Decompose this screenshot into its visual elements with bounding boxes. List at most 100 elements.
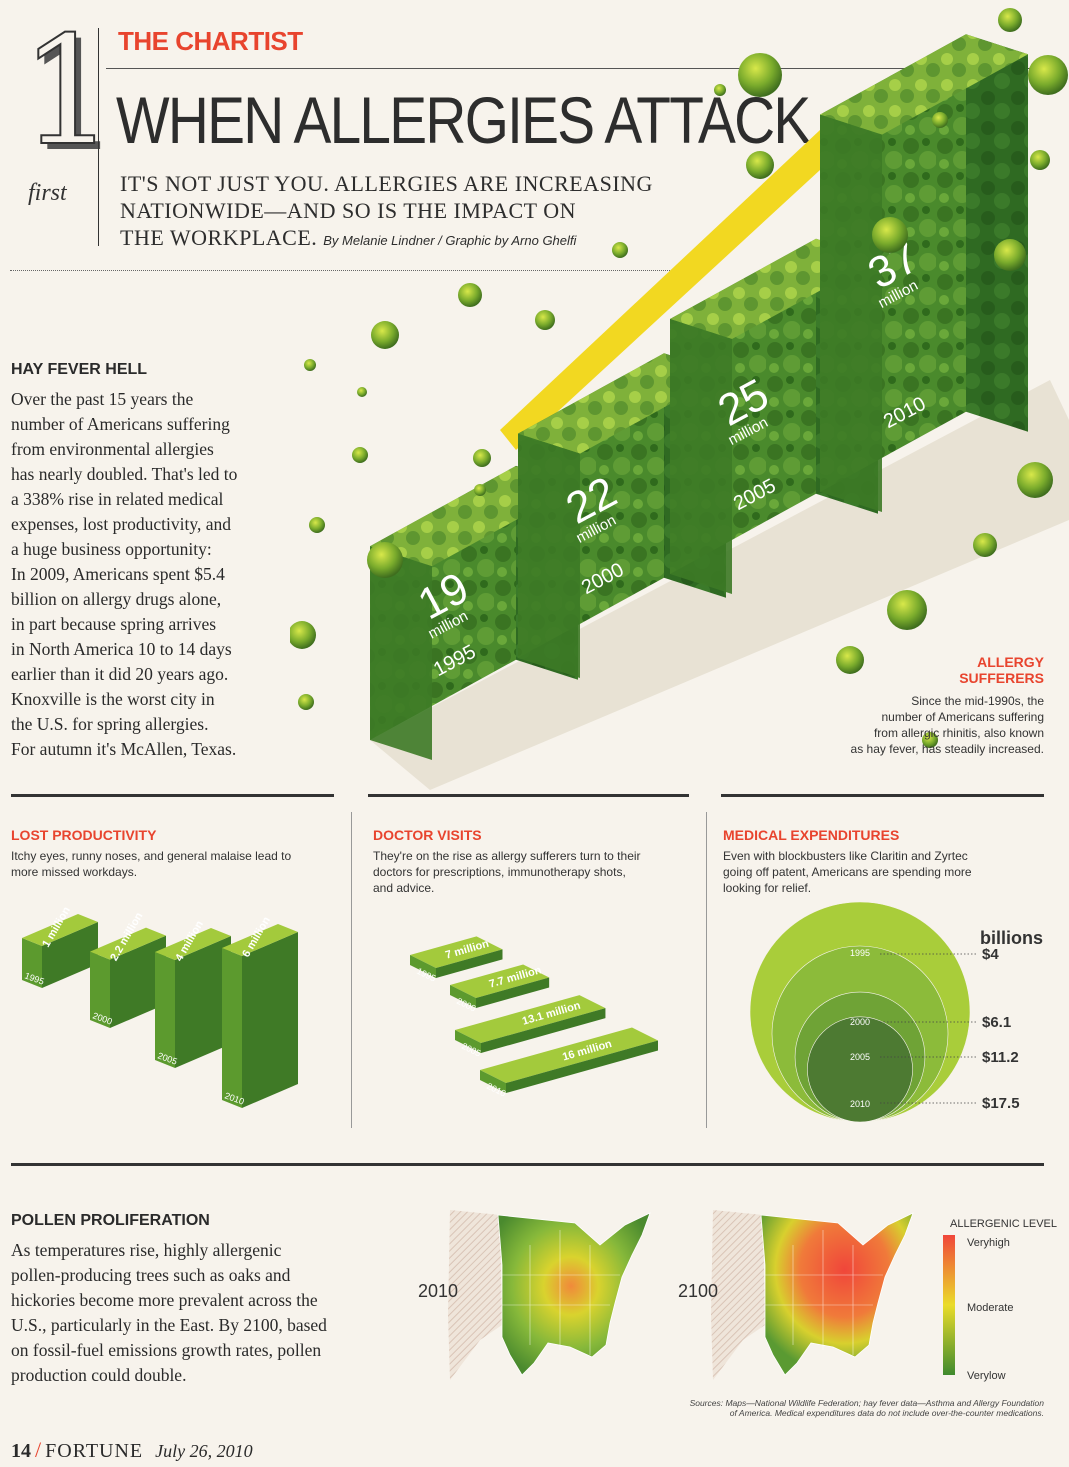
bar-side-face: [110, 935, 166, 1028]
dek: IT'S NOT JUST YOU. ALLERGIES ARE INCREAS…: [120, 170, 720, 254]
hay-fever-body: Over the past 15 years the number of Amer…: [11, 387, 301, 762]
western-us-hatched: [448, 1210, 502, 1380]
pollen-title: POLLEN PROLIFERATION: [11, 1212, 210, 1229]
body-line: number of Americans suffering: [11, 414, 230, 434]
vertical-rule: [98, 28, 99, 246]
pollen-particle: [357, 387, 367, 397]
state-borders: [765, 1230, 883, 1355]
bar-side-face: [436, 949, 503, 978]
bar-top-face: [450, 964, 550, 998]
pollen-particle: [352, 447, 368, 463]
pollen-particle: [746, 151, 774, 179]
pollen-particle: [309, 517, 325, 533]
body-line: the U.S. for spring allergies.: [11, 714, 209, 734]
expenditure-value-label: $17.5: [982, 1095, 1020, 1112]
body-line: has nearly doubled. That's led to: [11, 464, 238, 484]
pollen-particle: [973, 533, 997, 557]
issue-number: 1: [19, 5, 116, 179]
pollen-particle: [535, 310, 555, 330]
expenditure-unit: billions: [980, 928, 1043, 948]
medical-expenditures-title: MEDICAL EXPENDITURES: [723, 827, 900, 843]
issue-date: July 26, 2010: [155, 1441, 253, 1461]
pollen-particle: [1030, 150, 1050, 170]
bar-front-face: [455, 1030, 481, 1053]
section-label: THE CHARTIST: [118, 26, 303, 56]
bar-front-face: [155, 952, 175, 1068]
pollen-rule: [11, 1163, 1044, 1166]
pollen-particle: [367, 542, 403, 578]
bar-front-face: [450, 985, 476, 1008]
body-line: production could double.: [11, 1365, 187, 1385]
dotted-divider: [10, 270, 710, 271]
bar-left-face: [518, 433, 580, 678]
lost-productivity-desc: Itchy eyes, runny noses, and general mal…: [11, 849, 292, 879]
body-line: expenses, lost productivity, and: [11, 514, 232, 534]
header-rule: [106, 68, 1042, 69]
eastern-us-map-2010: [497, 1212, 651, 1376]
body-line: hickories become more prevalent across t…: [11, 1290, 318, 1310]
pollen-particle: [994, 239, 1026, 271]
pollen-particle: [290, 621, 316, 649]
body-line: from environmental allergies: [11, 439, 214, 459]
panel-rule-left: [11, 794, 334, 797]
pollen-particle: [612, 242, 628, 258]
body-line: In 2009, Americans spent $5.4: [11, 564, 225, 584]
magazine-name: FORTUNE: [45, 1440, 144, 1462]
dek-line: IT'S NOT JUST YOU. ALLERGIES ARE INCREAS…: [120, 171, 653, 196]
body-line: U.S., particularly in the East. By 2100,…: [11, 1315, 327, 1335]
bar-side-face: [966, 34, 1028, 432]
state-borders: [502, 1230, 620, 1355]
expenditure-year-label: 2000: [850, 1017, 870, 1027]
expenditure-year-label: 2010: [850, 1099, 870, 1109]
pollen-particle: [932, 112, 948, 128]
bar-top-face: [22, 914, 98, 946]
first-label: first: [28, 180, 67, 206]
pollen-particle: [458, 283, 482, 307]
bar-top-face: [455, 995, 606, 1043]
body-line: a 338% rise in related medical: [11, 489, 224, 509]
bar-top-face: [155, 928, 231, 960]
panel-separator: [706, 812, 707, 1128]
bar-top-face: [222, 924, 298, 956]
pollen-particle: [371, 321, 399, 349]
bar-top-face: [410, 936, 503, 968]
bar-side-face: [42, 922, 98, 988]
sufferers-title: ALLERGY SUFFERERS: [959, 654, 1044, 686]
panel-rule-right: [721, 794, 1044, 797]
panel-rule-mid: [368, 794, 689, 797]
map-label-2010: 2010: [418, 1281, 458, 1301]
doctor-visits-title: DOCTOR VISITS: [373, 827, 482, 843]
pollen-particle: [473, 449, 491, 467]
body-line: For autumn it's McAllen, Texas.: [11, 739, 237, 759]
hay-fever-title: HAY FEVER HELL: [11, 361, 148, 378]
dek-line: THE WORKPLACE. By Melanie Lindner / Grap…: [120, 225, 577, 250]
bar-front-face: [480, 1070, 506, 1093]
pollen-body: As temperatures rise, highly allergenic p…: [11, 1238, 411, 1388]
bar-front-face: [410, 955, 436, 978]
western-us-hatched: [711, 1210, 765, 1380]
expenditure-year-label: 2005: [850, 1052, 870, 1062]
body-line: in North America 10 to 14 days: [11, 639, 232, 659]
allergenic-legend: ALLERGENIC LEVEL Veryhigh Moderate Veryl…: [943, 1218, 1057, 1382]
bar-side-face: [506, 1040, 658, 1093]
headline: WHEN ALLERGIES ATTACK: [116, 83, 811, 157]
pollen-particle: [1028, 55, 1068, 95]
bar-front-face: [90, 951, 110, 1028]
bar-side-face: [481, 1008, 606, 1053]
expenditure-value-label: $6.1: [982, 1014, 1011, 1031]
medical-expenditures-desc: Even with blockbusters like Claritin and…: [723, 849, 972, 895]
pollen-particle: [998, 8, 1022, 32]
pollen-particle: [298, 694, 314, 710]
body-line: in part because spring arrives: [11, 614, 217, 634]
body-line: Knoxville is the worst city in: [11, 689, 215, 709]
pollen-map-2010: 2010: [418, 1210, 651, 1380]
allergy-sufferers-chart: 19million199522million200025million20053…: [290, 8, 1069, 790]
bar-side-face: [476, 977, 550, 1008]
pollen-particle: [1017, 462, 1053, 498]
